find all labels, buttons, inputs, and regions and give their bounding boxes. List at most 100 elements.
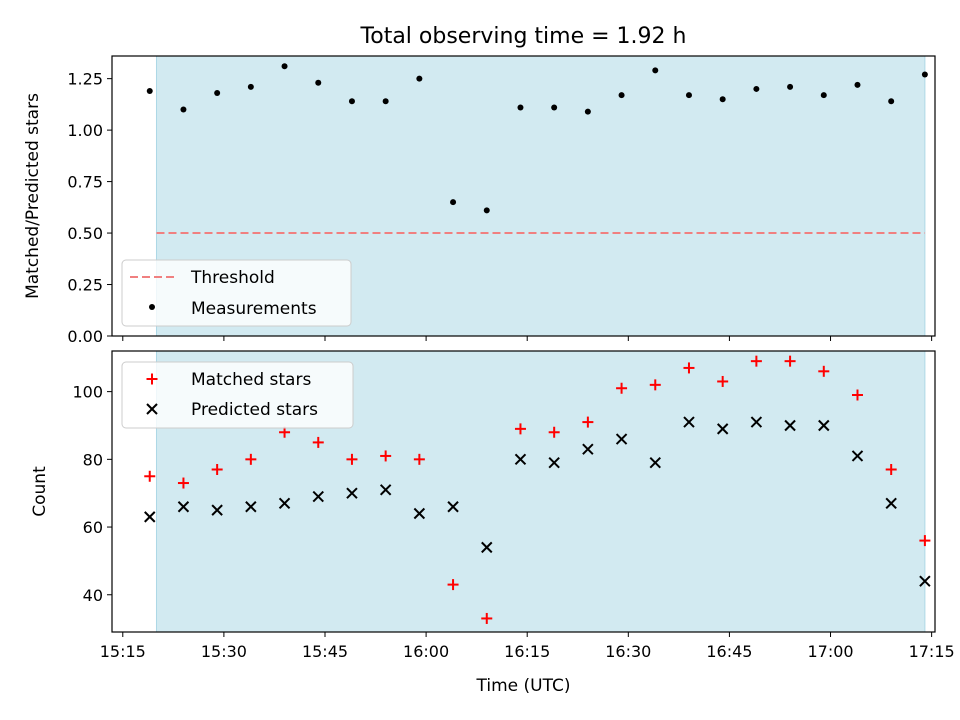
predicted-star-point — [818, 419, 830, 432]
matched-star-point — [514, 423, 526, 435]
x-marker-b — [146, 403, 158, 415]
y-tick-label: 1.25 — [67, 70, 103, 89]
time-x-axis-label: Time (UTC) — [476, 676, 571, 696]
measurement-point — [416, 75, 423, 82]
predicted-star-point — [346, 487, 358, 499]
matched-star-point — [211, 463, 223, 475]
x-marker-b — [919, 575, 931, 587]
matched-star-point — [481, 612, 493, 624]
predicted-star-point — [211, 504, 223, 516]
measurement-point — [382, 98, 389, 105]
matched-star-point — [447, 579, 459, 591]
x-marker-b — [851, 450, 864, 462]
x-marker-b — [818, 419, 830, 432]
matched-star-point — [784, 355, 796, 367]
x-marker-b — [413, 507, 426, 520]
predicted-star-point — [615, 433, 628, 445]
x-marker-b — [548, 457, 560, 469]
predicted-star-point — [245, 501, 257, 513]
predicted-star-point — [144, 511, 156, 523]
y-tick-label: 1.00 — [67, 121, 103, 140]
ratio-x-ticks — [122, 336, 933, 341]
predicted-star-point — [716, 423, 729, 435]
y-tick-label: 0.00 — [67, 327, 103, 346]
predicted-star-point — [447, 501, 459, 513]
matched-star-point — [683, 362, 695, 374]
x-marker-b — [784, 419, 796, 432]
ratio-y-axis-label: Matched/Predicted stars — [23, 93, 43, 299]
x-marker-b — [447, 501, 459, 513]
predicted-star-point — [481, 541, 493, 554]
x-tick-label: 16:30 — [605, 642, 651, 661]
legend-x-marker — [146, 403, 158, 415]
x-marker-b — [481, 541, 493, 554]
measurement-point — [584, 108, 591, 115]
matched-star-point — [413, 453, 425, 465]
measurement-point — [450, 199, 457, 206]
x-marker-b — [582, 443, 594, 455]
measurement-point — [281, 63, 288, 70]
legend-predicted-swatch — [146, 403, 158, 415]
matched-star-point — [312, 436, 324, 448]
predicted-star-point — [683, 416, 695, 428]
legend-matched-swatch — [146, 373, 158, 385]
predicted-star-point — [851, 450, 864, 462]
matched-star-point — [885, 463, 897, 475]
measurement-points — [146, 63, 928, 214]
x-marker-b — [683, 416, 695, 428]
x-tick-label: 16:15 — [504, 642, 550, 661]
x-marker-b — [177, 501, 190, 513]
predicted-star-point — [548, 457, 560, 469]
measurement-point — [787, 83, 794, 90]
count-y-axis-label: Count — [30, 466, 50, 517]
x-marker-b — [211, 504, 223, 516]
x-tick-label: 17:00 — [807, 642, 853, 661]
measurement-point — [315, 79, 322, 86]
matched-star-point — [919, 535, 931, 547]
matched-star-points — [144, 355, 931, 624]
matched-star-point — [717, 375, 729, 387]
measurement-point — [888, 98, 895, 105]
predicted-star-point — [885, 497, 897, 510]
y-tick-label: 60 — [83, 518, 103, 537]
predicted-star-point — [750, 416, 763, 428]
x-tick-label: 17:15 — [909, 642, 955, 661]
x-tick-label: 16:00 — [403, 642, 449, 661]
ratio-legend: Threshold Measurements — [121, 259, 352, 327]
measurement-point — [820, 92, 827, 99]
matched-star-point — [750, 355, 762, 367]
chart-title: Total observing time = 1.92 h — [360, 24, 687, 49]
x-marker-b — [716, 423, 729, 435]
measurement-point — [247, 83, 254, 90]
predicted-star-point — [312, 490, 324, 503]
predicted-star-point — [582, 443, 594, 455]
x-marker-b — [514, 453, 527, 466]
x-marker-b — [379, 484, 392, 496]
measurement-point — [753, 85, 760, 92]
y-tick-label: 0.50 — [67, 224, 103, 243]
predicted-star-point — [379, 484, 392, 496]
time-x-ticks: 15:15 15:30 15:45 16:00 16:15 16:30 16:45 17:00… — [100, 632, 955, 661]
x-marker-b — [144, 511, 156, 523]
x-marker-b — [750, 416, 763, 428]
measurement-point — [854, 81, 861, 88]
x-tick-label: 15:45 — [302, 642, 348, 661]
measurement-point — [146, 88, 153, 94]
measurement-point — [517, 104, 524, 111]
matched-star-point — [380, 450, 392, 462]
matched-star-point — [177, 477, 189, 489]
predicted-star-point — [649, 457, 661, 469]
predicted-star-points — [144, 416, 931, 587]
x-marker-b — [885, 497, 897, 510]
measurement-point — [348, 98, 355, 105]
matched-star-point — [245, 453, 257, 465]
predicted-star-point — [278, 497, 291, 510]
ratio-panel: 0.00 0.25 0.50 0.75 1.00 1.25 Total observing… — [23, 24, 936, 346]
legend-plus-marker — [146, 373, 158, 385]
x-marker-b — [346, 487, 358, 499]
count-panel: 40 60 80 100 15:15 15:30 15:45 16:00 16:15 16:30… — [30, 350, 955, 696]
measurement-point — [214, 90, 221, 97]
y-tick-label: 0.75 — [67, 173, 103, 192]
y-tick-label: 0.25 — [67, 276, 103, 295]
